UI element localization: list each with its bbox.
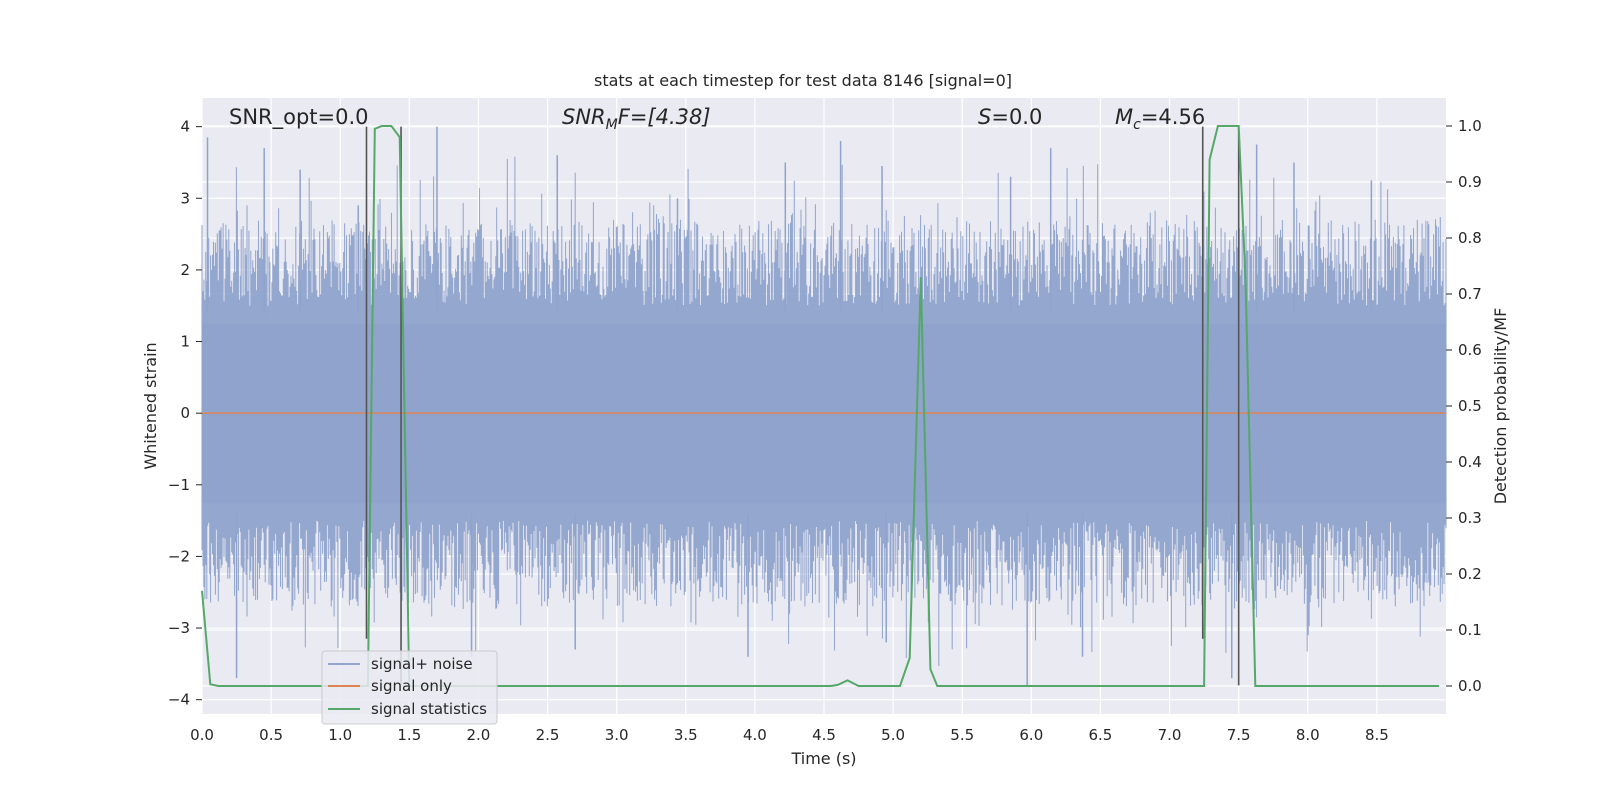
x-tick-label: 5.0	[881, 726, 905, 744]
y-right-tick-label: 0.4	[1458, 453, 1482, 471]
y-right-axis-ticks: 1.0 0.9 0.8 0.7 0.6 0.5 0.4 0.3 0.2 0.1 0.0	[1446, 117, 1482, 695]
annotation-snr-opt: SNR_opt=0.0	[229, 105, 369, 130]
y-right-tick-label: 1.0	[1458, 117, 1482, 135]
x-tick-label: 3.0	[605, 726, 629, 744]
x-tick-label: 8.5	[1365, 726, 1389, 744]
s-rest: =0.0	[991, 105, 1042, 129]
y-left-tick-label: −2	[168, 547, 190, 565]
snr-mf-symbol: SNR	[562, 105, 606, 129]
x-axis-ticks: 0.0 0.5 1.0 1.5 2.0 2.5 3.0 3.5 4.0 4.5 5.0 5.5 6.0 6…	[190, 726, 1389, 744]
x-tick-label: 0.5	[259, 726, 283, 744]
mc-symbol: M	[1115, 105, 1133, 129]
chart-title: stats at each timestep for test data 814…	[594, 71, 1012, 90]
y-right-tick-label: 0.1	[1458, 621, 1482, 639]
legend-label-signal-noise: signal+ noise	[371, 655, 473, 673]
mc-rest: =4.56	[1141, 105, 1205, 129]
y-left-tick-label: 2	[180, 261, 190, 279]
legend-box	[321, 650, 498, 725]
y-left-tick-label: 0	[180, 404, 190, 422]
y-left-tick-label: 4	[180, 118, 190, 136]
series-signal-statistics	[201, 125, 1440, 687]
x-tick-label: 6.5	[1089, 726, 1113, 744]
y-left-tick-label: −3	[168, 619, 190, 637]
annotation-snr-mf: SNRMF=[4.38]	[562, 105, 711, 133]
x-tick-label: 0.0	[190, 726, 214, 744]
snr-mf-subscript: M	[606, 117, 618, 133]
y-left-tick-label: −4	[168, 691, 190, 709]
s-symbol: S	[978, 105, 991, 129]
legend-label-signal-statistics: signal statistics	[371, 700, 487, 718]
y-right-tick-label: 0.8	[1458, 229, 1482, 247]
x-tick-label: 6.0	[1019, 726, 1043, 744]
annotation-mc: Mc=4.56	[1115, 105, 1205, 133]
annotation-s: S=0.0	[978, 105, 1042, 129]
x-tick-label: 1.0	[328, 726, 352, 744]
x-tick-label: 2.5	[536, 726, 560, 744]
snr-mf-rest: F=[4.38]	[618, 105, 711, 129]
x-tick-label: 4.5	[812, 726, 836, 744]
y-right-tick-label: 0.6	[1458, 341, 1482, 359]
y-right-tick-label: 0.3	[1458, 509, 1482, 527]
y-right-tick-label: 0.2	[1458, 565, 1482, 583]
y-left-axis-label: Whitened strain	[141, 342, 160, 469]
x-tick-label: 1.5	[397, 726, 421, 744]
legend: signal+ noise signal only signal statist…	[321, 650, 498, 725]
legend-label-signal-only: signal only	[371, 677, 452, 695]
x-tick-label: 4.0	[743, 726, 767, 744]
y-right-tick-label: 0.7	[1458, 285, 1482, 303]
y-right-tick-label: 0.5	[1458, 397, 1482, 415]
y-right-tick-label: 0.0	[1458, 677, 1482, 695]
x-tick-label: 2.0	[467, 726, 491, 744]
mc-subscript: c	[1133, 117, 1141, 133]
y-left-tick-label: −1	[168, 476, 190, 494]
y-right-tick-label: 0.9	[1458, 173, 1482, 191]
x-tick-label: 3.5	[674, 726, 698, 744]
x-tick-label: 7.0	[1158, 726, 1182, 744]
y-right-axis-label: Detection probability/MF	[1491, 308, 1510, 505]
y-left-tick-label: 3	[180, 189, 190, 207]
signal-statistics-line	[201, 125, 1440, 687]
y-left-axis-ticks: 4 3 2 1 0 −1 −2 −3 −4	[168, 118, 202, 709]
x-tick-label: 8.0	[1296, 726, 1320, 744]
x-axis-label: Time (s)	[790, 749, 856, 768]
x-tick-label: 7.5	[1227, 726, 1251, 744]
x-tick-label: 5.5	[950, 726, 974, 744]
y-left-tick-label: 1	[180, 333, 190, 351]
